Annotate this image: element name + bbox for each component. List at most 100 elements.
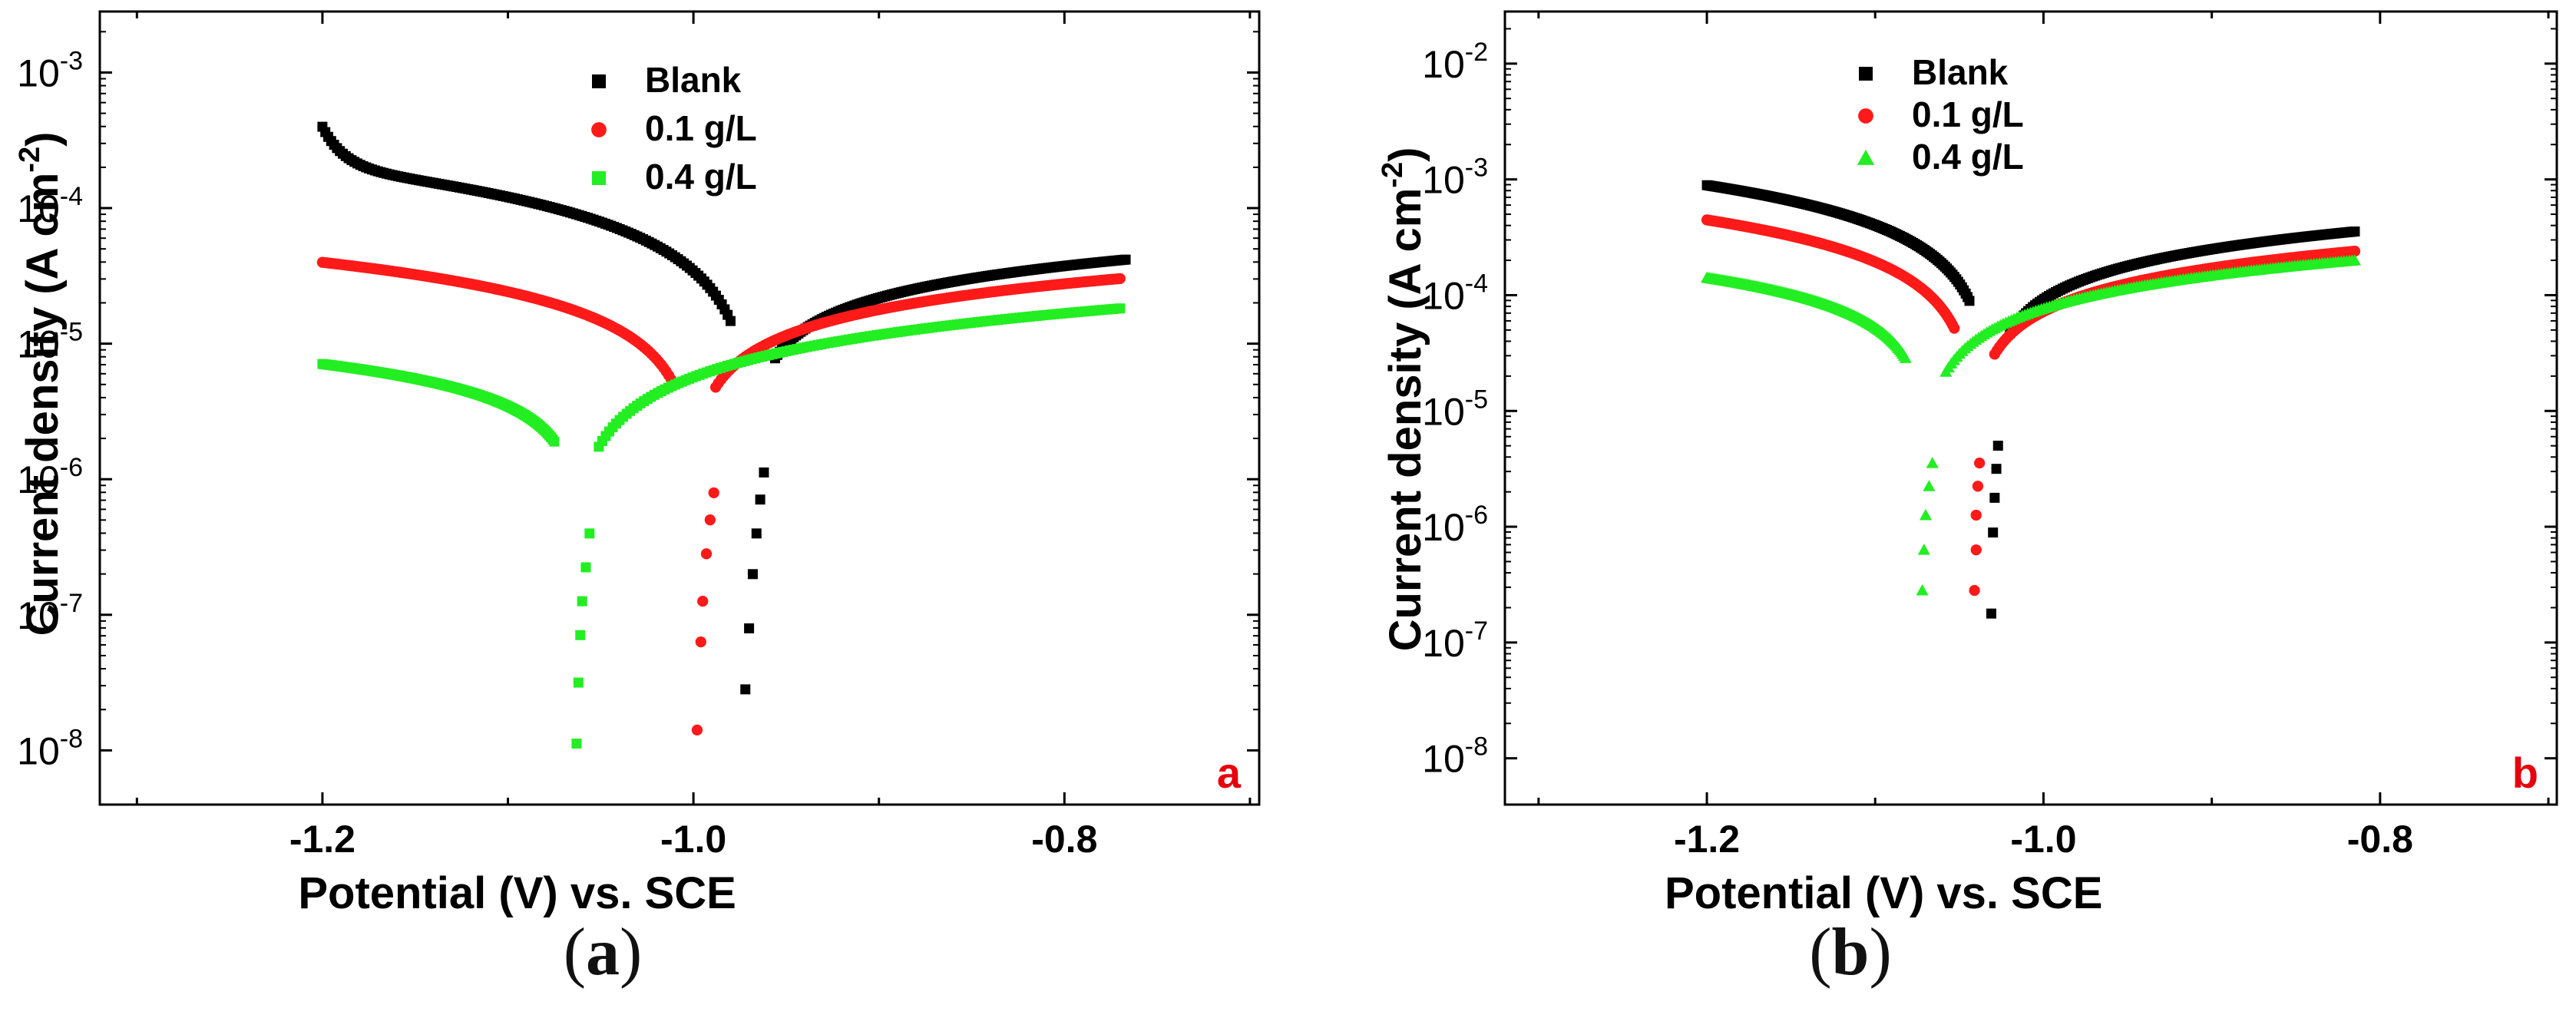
- x-ticks-b: [1537, 12, 2550, 805]
- data-point: [725, 316, 736, 326]
- x-tick-label: -1.2: [289, 818, 355, 861]
- y-ticks-b: [1505, 28, 2557, 760]
- data-point: [1949, 322, 1960, 334]
- x-tick-label: -1.2: [1674, 818, 1740, 861]
- data-point: [1988, 527, 1999, 538]
- y-ticks-a: [100, 31, 1259, 752]
- data-point: [1992, 441, 2003, 451]
- data-point: [573, 677, 584, 688]
- data-point: [580, 562, 591, 573]
- x-tick-label: -0.8: [2347, 818, 2413, 861]
- data-point: [1916, 583, 1929, 596]
- data-point: [755, 494, 766, 505]
- data-point: [1989, 492, 2000, 503]
- data-point: [1899, 352, 1912, 363]
- data-point: [1923, 480, 1936, 491]
- data-point: [2348, 254, 2362, 266]
- data-point: [1964, 296, 1975, 306]
- data-point: [1970, 544, 1982, 556]
- legend-marker-square: [592, 171, 606, 185]
- data-point: [691, 724, 703, 736]
- data-point: [1986, 608, 1996, 619]
- y-tick-label: 10-5: [17, 318, 83, 366]
- data-point: [577, 596, 587, 607]
- data-point: [1120, 254, 1131, 265]
- y-tick-label: 10-7: [1422, 616, 1488, 665]
- series-b-0: [1701, 180, 2360, 619]
- data-point: [1919, 508, 1933, 521]
- x-ticks-a: [135, 12, 1252, 805]
- data-point: [1991, 464, 2002, 474]
- caption-a-open: (: [563, 915, 586, 990]
- data-point: [695, 636, 706, 648]
- caption-a-letter: a: [586, 915, 620, 990]
- data-point: [697, 595, 709, 607]
- data-point: [549, 436, 560, 447]
- data-point: [759, 467, 769, 478]
- legend-label: Blank: [645, 60, 742, 100]
- x-tick-label: -0.8: [1031, 818, 1097, 861]
- chart-b: -1.2 -1.0 -0.8 10-8 10-7 10-6 10-5 10-4 10-3 10-2…: [1377, 10, 2558, 918]
- y-tick-label: 10-4: [1422, 269, 1488, 317]
- data-point: [2349, 246, 2361, 257]
- data-point: [708, 487, 719, 499]
- caption-a: (a): [488, 914, 718, 991]
- x-axis-label-a: Potential (V) vs. SCE: [298, 868, 736, 918]
- caption-b: (b): [1735, 914, 1966, 991]
- legend-marker-square: [592, 74, 606, 88]
- data-point: [1970, 509, 1982, 521]
- panel-label-b: b: [2512, 749, 2538, 797]
- legend-label: 0.4 g/L: [1912, 137, 2024, 177]
- legend-marker-circle: [591, 122, 607, 137]
- series-a-0: [317, 121, 1131, 695]
- data-point: [1114, 273, 1126, 285]
- caption-b-open: (: [1809, 915, 1832, 990]
- data-point: [571, 739, 582, 749]
- data-point: [1115, 303, 1126, 314]
- y-tick-label: 10-6: [1422, 501, 1488, 549]
- plot-frame-b: [1503, 10, 2558, 806]
- series-b-2: [1700, 254, 2362, 596]
- caption-b-close: ): [1869, 915, 1892, 990]
- legend-marker-circle: [1858, 108, 1873, 124]
- x-axis-label-b: Potential (V) vs. SCE: [1665, 868, 2102, 918]
- series-a-2: [317, 303, 1126, 749]
- legend-label: 0.1 g/L: [645, 108, 757, 148]
- x-tick-label: -1.0: [660, 818, 726, 861]
- legend-label: 0.1 g/L: [1912, 94, 2024, 134]
- data-point: [1917, 544, 1930, 555]
- data-point: [704, 514, 716, 526]
- data-point: [751, 528, 762, 539]
- data-point: [1973, 457, 1986, 469]
- plot-frame-a: [98, 10, 1261, 806]
- legend-label: Blank: [1912, 52, 2009, 92]
- caption-b-letter: b: [1831, 915, 1870, 990]
- legend-a: Blank 0.1 g/L 0.4 g/L: [591, 60, 757, 197]
- data-point: [2349, 226, 2360, 237]
- data-point: [747, 569, 758, 580]
- y-tick-label: 10-3: [1422, 154, 1488, 202]
- y-tick-label: 10-2: [1422, 38, 1488, 86]
- panel-label-a: a: [1217, 749, 1242, 797]
- legend-label: 0.4 g/L: [645, 157, 757, 197]
- data-point: [1926, 457, 1939, 468]
- caption-a-close: ): [620, 915, 643, 990]
- legend-marker-triangle: [1857, 149, 1875, 165]
- data-point: [700, 548, 713, 560]
- data-point: [744, 623, 755, 633]
- y-tick-label: 10-3: [17, 46, 83, 94]
- y-tick-label: 10-7: [17, 589, 83, 637]
- chart-a: -1.2 -1.0 -0.8 10-8 10-7 10-6 10-5 10-4 10-3 Pote…: [14, 10, 1261, 918]
- data-point: [1972, 481, 1984, 492]
- y-tick-label: 10-8: [17, 724, 83, 772]
- data-point: [584, 528, 595, 539]
- y-tick-label: 10-4: [17, 182, 83, 230]
- y-axis-label-b: Current density (A cm-2): [1377, 147, 1430, 652]
- x-tick-label: -1.0: [2010, 818, 2076, 861]
- data-point: [740, 684, 751, 695]
- y-tick-label: 10-5: [1422, 385, 1488, 433]
- y-axis-label-a: Current density (A cm-2): [14, 132, 68, 636]
- data-point: [1969, 584, 1980, 597]
